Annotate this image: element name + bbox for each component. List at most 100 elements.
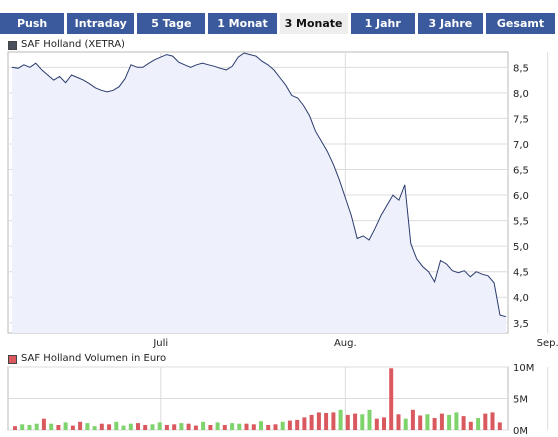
volume-tick-label: 10M (513, 363, 534, 374)
tab-5-tage[interactable]: 5 Tage (137, 13, 206, 34)
price-legend: SAF Holland (XETRA) (8, 39, 125, 51)
volume-bar (244, 423, 249, 430)
volume-bar (338, 409, 343, 430)
price-area-fill (12, 53, 506, 333)
volume-bar (287, 420, 292, 430)
price-legend-swatch (8, 40, 17, 50)
volume-bar (107, 424, 112, 430)
volume-bar (85, 423, 90, 430)
volume-bar (259, 421, 263, 430)
price-tick-label: 6,5 (513, 166, 529, 177)
tab-intraday[interactable]: Intraday (67, 13, 135, 34)
volume-bar (186, 423, 191, 430)
tab-gesamt[interactable]: Gesamt (485, 13, 556, 34)
volume-bar (309, 414, 314, 430)
volume-bar (382, 417, 386, 430)
volume-bar (172, 424, 177, 430)
volume-bar (483, 413, 488, 430)
volume-bar (70, 425, 75, 430)
volume-bar (230, 423, 235, 430)
price-tick-label: 8,5 (513, 63, 529, 74)
volume-bar (396, 414, 401, 431)
volume-bar (324, 413, 329, 430)
volume-bar (316, 412, 321, 430)
volume-bar (237, 423, 242, 430)
volume-bar (201, 421, 206, 430)
volume-bar (410, 409, 415, 430)
volume-bar (34, 423, 39, 430)
volume-bar (136, 423, 140, 430)
x-tick-label: Sep. (537, 338, 558, 349)
price-tick-label: 8,0 (513, 89, 529, 100)
volume-bar (208, 425, 213, 430)
volume-bar (461, 416, 466, 430)
volume-bar (447, 414, 452, 430)
volume-bar (56, 425, 61, 430)
volume-bar (302, 417, 307, 430)
volume-bar (432, 418, 437, 430)
volume-bar (353, 413, 358, 430)
tab-3-monate[interactable]: 3 Monate (279, 13, 348, 34)
volume-bar (99, 423, 104, 430)
volume-legend: SAF Holland Volumen in Euro (8, 353, 166, 365)
volume-bar (157, 422, 162, 430)
price-tick-label: 7,5 (513, 114, 529, 125)
volume-bar (20, 424, 25, 430)
tab-push[interactable]: Push (0, 13, 65, 34)
price-tick-label: 5,0 (513, 242, 529, 253)
volume-bar (345, 414, 350, 430)
volume-bar (215, 422, 220, 430)
price-tick-label: 5,5 (513, 217, 529, 228)
volume-bar (418, 415, 423, 430)
volume-bar (150, 424, 155, 430)
volume-bar (490, 412, 495, 430)
x-tick-label: Aug. (334, 338, 357, 349)
price-tick-label: 3,5 (513, 319, 529, 330)
volume-bar (476, 418, 481, 430)
volume-bar (128, 423, 133, 430)
volume-bar (403, 418, 408, 430)
volume-bar (425, 414, 430, 431)
volume-bar (179, 423, 184, 430)
price-tick-label: 4,0 (513, 293, 529, 304)
price-tick-label: 4,5 (513, 268, 529, 279)
tab-3-jahre[interactable]: 3 Jahre (417, 13, 483, 34)
volume-bar (121, 425, 126, 430)
volume-bar (92, 426, 97, 430)
volume-tick-label: 5M (513, 395, 528, 406)
price-line (11, 52, 507, 318)
volume-bar (367, 409, 372, 430)
volume-bar (468, 421, 473, 430)
timeframe-tabs: Push Intraday 5 Tage 1 Monat 3 Monate 1 Jahr 3… (0, 0, 558, 34)
volume-bar (49, 423, 54, 430)
x-tick-label: Juli (152, 338, 168, 349)
price-tick-label: 6,0 (513, 191, 529, 202)
volume-bar (251, 424, 256, 430)
tab-1-monat[interactable]: 1 Monat (208, 13, 277, 34)
volume-bar (143, 425, 148, 430)
volume-bar (331, 412, 336, 430)
price-legend-label: SAF Holland (XETRA) (21, 39, 125, 50)
volume-bar (295, 419, 300, 430)
volume-bar (273, 424, 278, 430)
volume-bar (63, 422, 68, 430)
volume-legend-swatch (8, 354, 17, 364)
volume-bar (41, 418, 46, 430)
volume-bar (497, 422, 502, 430)
volume-bar (164, 425, 169, 430)
volume-bar (360, 414, 365, 431)
volume-bar (78, 421, 83, 430)
tab-1-jahr[interactable]: 1 Jahr (350, 13, 415, 34)
volume-bar (280, 421, 285, 430)
volume-bar (27, 425, 32, 430)
volume-bar (222, 425, 227, 430)
volume-legend-label: SAF Holland Volumen in Euro (21, 353, 167, 364)
volume-bar (193, 425, 198, 430)
volume-bar (439, 413, 444, 430)
volume-bar (389, 368, 394, 430)
volume-tick-label: 0M (513, 426, 528, 437)
volume-bar (266, 425, 271, 430)
volume-bar (454, 412, 459, 430)
price-tick-label: 7,0 (513, 140, 529, 151)
